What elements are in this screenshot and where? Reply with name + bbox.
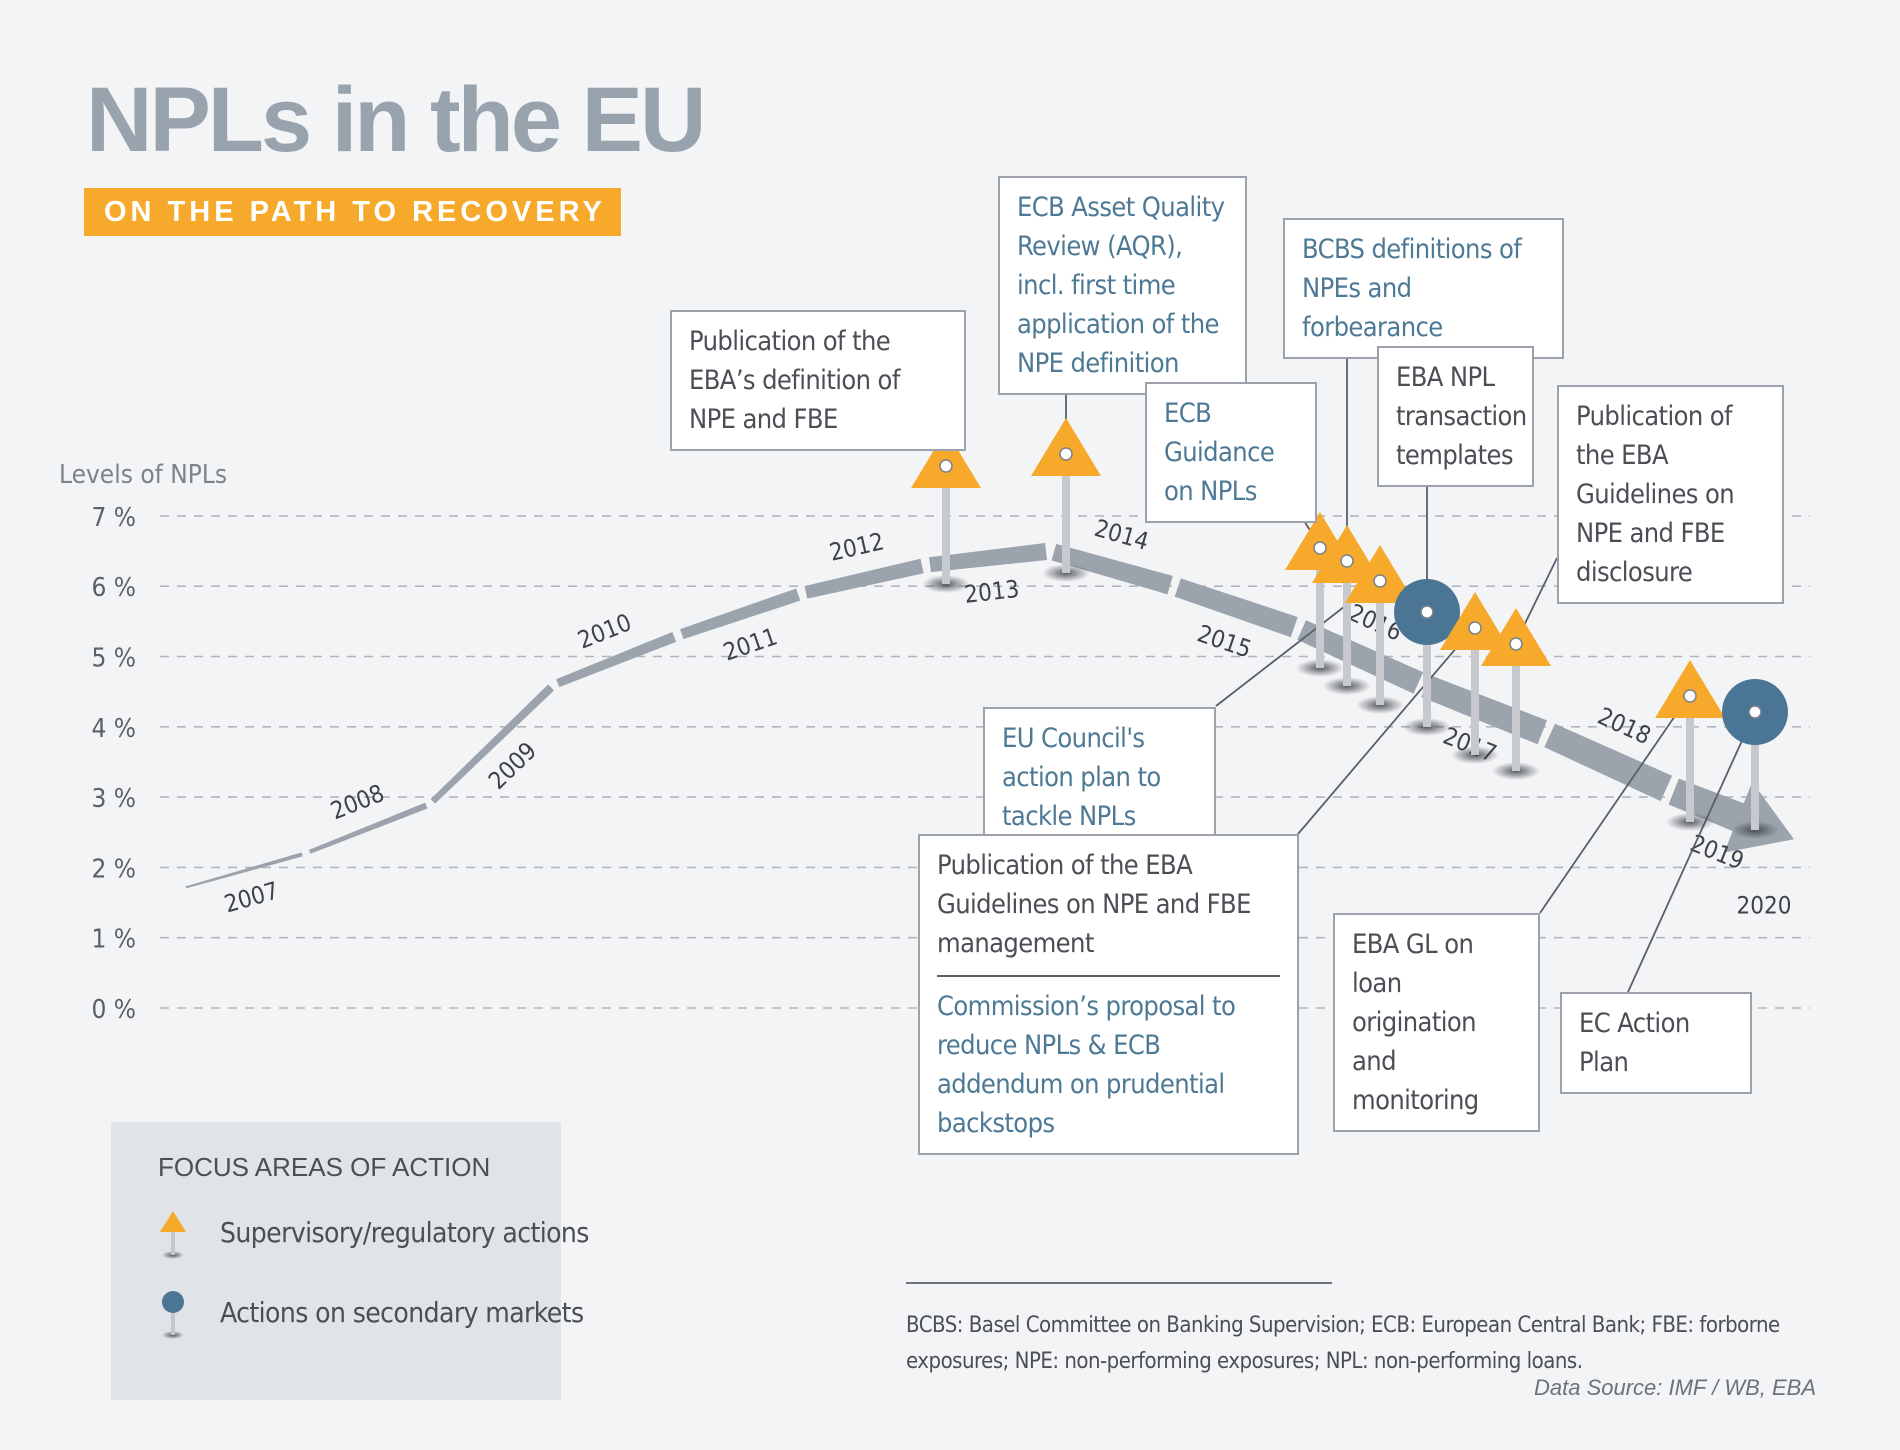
supervisory-action-marker-icon: BCBS definitions of NPEs and forbearance <box>1312 525 1382 695</box>
orange-triangle-pin-icon <box>160 1211 186 1259</box>
y-tick-label: 4 % <box>91 714 136 744</box>
annotation-ecb-guidance: ECB Guidance on NPLs <box>1145 382 1317 523</box>
data-source: Data Source: IMF / WB, EBA <box>1533 1375 1816 1400</box>
year-label: 2020 <box>1737 891 1792 919</box>
year-label: 2011 <box>720 622 781 666</box>
supervisory-action-marker-icon: Publication of the EBA's definition of N… <box>911 430 981 593</box>
legend-label: Actions on secondary markets <box>220 1296 584 1329</box>
npl-path-segment <box>1544 723 1673 802</box>
supervisory-action-marker-icon: ECB Asset Quality Review (AQR), incl. fi… <box>1031 418 1101 582</box>
blue-circle-pin-icon <box>162 1291 184 1339</box>
footnote-divider <box>906 1282 1332 1284</box>
footnote: BCBS: Basel Committee on Banking Supervi… <box>906 1313 1780 1374</box>
annotation-bcbs-definitions: BCBS definitions of NPEs and forbearance <box>1283 218 1564 359</box>
leader-line <box>1539 693 1691 914</box>
y-tick-label: 6 % <box>91 573 136 603</box>
npl-path-segment <box>1174 578 1298 638</box>
supervisory-action-marker-icon: EU Council's action plan to tackle NPLs <box>1345 545 1415 714</box>
year-label: 2013 <box>963 575 1021 609</box>
y-tick-label: 3 % <box>91 784 136 814</box>
npl-path-segment <box>680 588 801 640</box>
npl-path-segment <box>929 543 1047 573</box>
y-axis-label: Levels of NPLs <box>59 460 227 490</box>
page-title: NPLs in the EU <box>86 69 706 171</box>
annotation-ecb-aqr: ECB Asset Quality Review (AQR), incl. fi… <box>998 176 1247 395</box>
legend-item-secondary-markets: Actions on secondary markets <box>158 1290 584 1340</box>
legend-label: Supervisory/regulatory actions <box>220 1216 589 1249</box>
npl-path-segment <box>1051 543 1173 595</box>
year-label: 2012 <box>827 527 887 566</box>
leader-line <box>1627 711 1756 993</box>
annotation-eba-definition: Publication of the EBA’s definition of N… <box>670 310 966 451</box>
supervisory-action-marker-icon: Publication of the EBA Guidelines on NPE… <box>1481 608 1551 780</box>
npl-path-segment <box>308 802 428 854</box>
annotation-ec-action-plan: EC Action Plan <box>1560 992 1752 1094</box>
annotation-eba-templates: EBA NPL transaction templates <box>1377 346 1534 487</box>
npl-path-segment <box>1297 620 1424 694</box>
legend-item-supervisory: Supervisory/regulatory actions <box>158 1210 589 1260</box>
annotation-eu-council: EU Council's action plan to tackle NPLs <box>983 707 1216 848</box>
year-label: 2007 <box>221 876 281 918</box>
year-label: 2008 <box>327 779 388 825</box>
year-label: 2014 <box>1091 514 1151 556</box>
y-tick-label: 7 % <box>91 503 136 533</box>
annotation-eba-disclosure: Publication of the EBA Guidelines on NPE… <box>1557 385 1784 604</box>
y-tick-label: 1 % <box>91 925 136 955</box>
legend-box: FOCUS AREAS OF ACTION Supervisory/regula… <box>111 1122 589 1400</box>
secondary-market-action-marker-icon: EC Action Plan <box>1722 679 1788 839</box>
supervisory-action-marker-icon: EBA GL on loan origination and monitorin… <box>1655 660 1725 831</box>
year-label: 2018 <box>1593 702 1655 750</box>
annotation-eba-gl: EBA GL on loan origination and monitorin… <box>1333 913 1540 1132</box>
supervisory-action-marker-icon: Publication of the EBA Guidelines on NPE… <box>1440 592 1510 764</box>
npl-path-segment <box>556 631 677 688</box>
year-label: 2010 <box>574 608 635 654</box>
leader-line <box>1297 625 1476 835</box>
npl-path-segment <box>804 558 924 599</box>
annotation-divider <box>937 975 1280 977</box>
secondary-market-action-marker-icon: EBA NPL transaction templates <box>1394 579 1460 736</box>
page-subtitle: ON THE PATH TO RECOVERY <box>84 188 621 236</box>
legend-title: FOCUS AREAS OF ACTION <box>158 1152 491 1182</box>
annotation-eba-management: Publication of the EBA Guidelines on NPE… <box>918 834 1299 1155</box>
y-tick-label: 5 % <box>91 644 136 674</box>
y-tick-label: 2 % <box>91 854 136 884</box>
annotation-commission-text: Commission’s proposal to reduce NPLs & E… <box>937 991 1236 1139</box>
npl-path-segment <box>430 684 555 804</box>
npl-path-segment <box>185 852 303 889</box>
y-tick-label: 0 % <box>91 995 136 1025</box>
annotation-eba-management-text: Publication of the EBA Guidelines on NPE… <box>937 850 1251 959</box>
